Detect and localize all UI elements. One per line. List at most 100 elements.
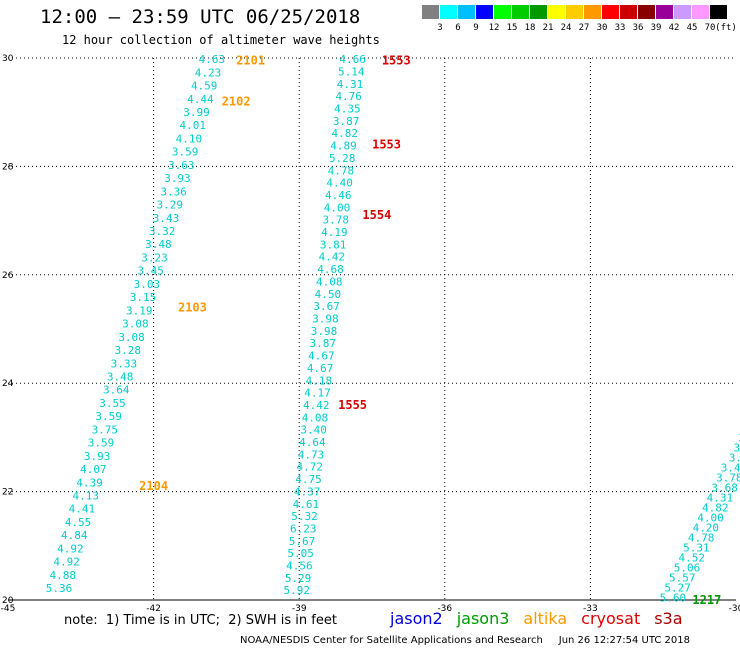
wave-height-point: 3.59 — [88, 437, 115, 450]
wave-height-point: 5.31 — [683, 541, 710, 554]
wave-height-point: 3.59 — [95, 410, 122, 423]
altimeter-tracks: 5.364.884.924.924.844.554.414.134.394.07… — [46, 53, 740, 604]
wave-height-point: 3.40 — [300, 424, 327, 437]
scale-label: 24 — [560, 23, 572, 33]
wave-height-point: 4.42 — [303, 399, 330, 412]
scale-label: 39 — [650, 23, 662, 33]
wave-height-point: 3.4 — [733, 441, 740, 454]
wave-height-point: 3.93 — [164, 172, 191, 185]
wave-height-point: 4.68 — [317, 263, 344, 276]
wave-height-point: 3.23 — [141, 251, 168, 264]
wave-height-point: 4.76 — [335, 90, 362, 103]
y-tick-label: 20 — [2, 596, 14, 606]
scale-unit: (ft) — [715, 23, 737, 33]
scale-label: 18 — [524, 23, 536, 33]
wave-height-point: 5.06 — [674, 561, 701, 574]
legend-entry: altika — [523, 609, 568, 628]
scale-label: 45 — [686, 23, 698, 33]
wave-height-point: 4.46 — [325, 189, 352, 202]
wave-height-point: 3.98 — [311, 325, 338, 338]
wave-height-point: 4.39 — [76, 476, 103, 489]
pass-label: 1554 — [362, 208, 391, 222]
y-tick-label: 26 — [2, 271, 14, 281]
wave-height-point: 4.08 — [302, 411, 329, 424]
wave-height-point: 4.52 — [678, 551, 705, 564]
x-tick-label: -33 — [583, 604, 598, 614]
wave-height-point: 4.73 — [298, 448, 325, 461]
pass-label: 2102 — [222, 94, 251, 108]
scale-swatch — [638, 5, 655, 19]
page-subtitle: 12 hour collection of altimeter wave hei… — [62, 33, 380, 47]
wave-height-point: 4.78 — [688, 531, 715, 544]
pass-label: 1217 — [692, 593, 721, 607]
scale-label: 6 — [455, 23, 461, 33]
pass-label: 2104 — [139, 479, 168, 493]
wave-height-point: 4.10 — [176, 132, 203, 145]
y-tick-label: 28 — [2, 162, 14, 172]
scale-swatch — [674, 5, 691, 19]
wave-height-point: 4.19 — [321, 226, 348, 239]
wave-height-point: 4.00 — [697, 511, 724, 524]
grid-lines — [8, 57, 736, 601]
wave-height-point: 5.67 — [289, 535, 316, 548]
scale-swatch — [548, 5, 565, 19]
wave-height-point: 4.64 — [299, 436, 326, 449]
wave-height-point: 4.20 — [693, 521, 720, 534]
wave-height-point: 5.60 — [660, 591, 687, 604]
wave-height-point: 4.82 — [702, 501, 729, 514]
wave-height-point: 3.48 — [145, 238, 172, 251]
legend-entry: s3a — [654, 609, 683, 628]
wave-height-point: 4.88 — [50, 569, 77, 582]
wave-height-point: 4.31 — [707, 491, 734, 504]
wave-height-point: 4.37 — [294, 485, 321, 498]
wave-height-point: 3.43 — [153, 212, 180, 225]
wave-height-point: 5.36 — [46, 582, 73, 595]
wave-height-point: 3.33 — [111, 357, 138, 370]
footer-credit: NOAA/NESDIS Center for Satellite Applica… — [240, 635, 690, 646]
y-tick-label: 30 — [2, 54, 14, 64]
satellite-legend: jason2 jason3 altika cryosat s3a — [390, 609, 697, 628]
scale-swatch — [530, 5, 547, 19]
wave-height-point: 3.81 — [320, 238, 347, 251]
wave-height-point: 4.44 — [187, 93, 214, 106]
wave-height-point: 3.08 — [122, 318, 149, 331]
wave-height-point: 6.23 — [290, 522, 317, 535]
scale-swatch — [602, 5, 619, 19]
wave-height-point: 3.87 — [309, 337, 336, 350]
legend-entry: jason2 — [390, 609, 443, 628]
wave-height-point: 4.13 — [72, 490, 99, 503]
scale-label: 42 — [668, 23, 680, 33]
wave-height-point: 4.82 — [332, 127, 359, 140]
wave-height-point: 3.55 — [99, 397, 126, 410]
scale-swatch — [476, 5, 493, 19]
wave-height-point: 3.03 — [134, 278, 161, 291]
wave-height-point: 4.56 — [286, 560, 313, 573]
wave-height-point: 4.42 — [319, 251, 346, 264]
scale-label: 70 — [704, 23, 716, 33]
wave-height-point: 3.98 — [312, 312, 339, 325]
wave-height-point: 4.72 — [297, 461, 324, 474]
wave-height-point: 4.50 — [315, 288, 342, 301]
y-tick-label: 22 — [2, 488, 13, 498]
wave-height-point: 3.78 — [322, 214, 349, 227]
wave-height-point: 4.23 — [195, 66, 222, 79]
wave-height-point: 3.28 — [115, 344, 142, 357]
wave-height-point: 3.68 — [711, 481, 738, 494]
scale-swatch — [710, 5, 727, 19]
wave-height-point: 3.4 — [738, 431, 740, 444]
scale-swatch — [566, 5, 583, 19]
wave-height-point: 4.92 — [57, 542, 84, 555]
legend-entry: jason3 — [456, 609, 510, 628]
wave-height-point: 3.29 — [157, 199, 184, 212]
pass-label: 1553 — [382, 54, 411, 68]
wave-height-point: 4.41 — [69, 503, 96, 516]
wave-height-point: 5.32 — [291, 510, 318, 523]
wave-height-point: 4.55 — [65, 516, 92, 529]
wave-height-point: 4.08 — [316, 275, 343, 288]
wave-height-point: 4.07 — [80, 463, 107, 476]
wave-height-point: 5.27 — [664, 581, 691, 594]
scale-label: 15 — [506, 23, 518, 33]
wave-height-point: 5.92 — [284, 584, 311, 597]
scale-label: 27 — [578, 23, 590, 33]
wave-height-point: 3.67 — [313, 300, 340, 313]
